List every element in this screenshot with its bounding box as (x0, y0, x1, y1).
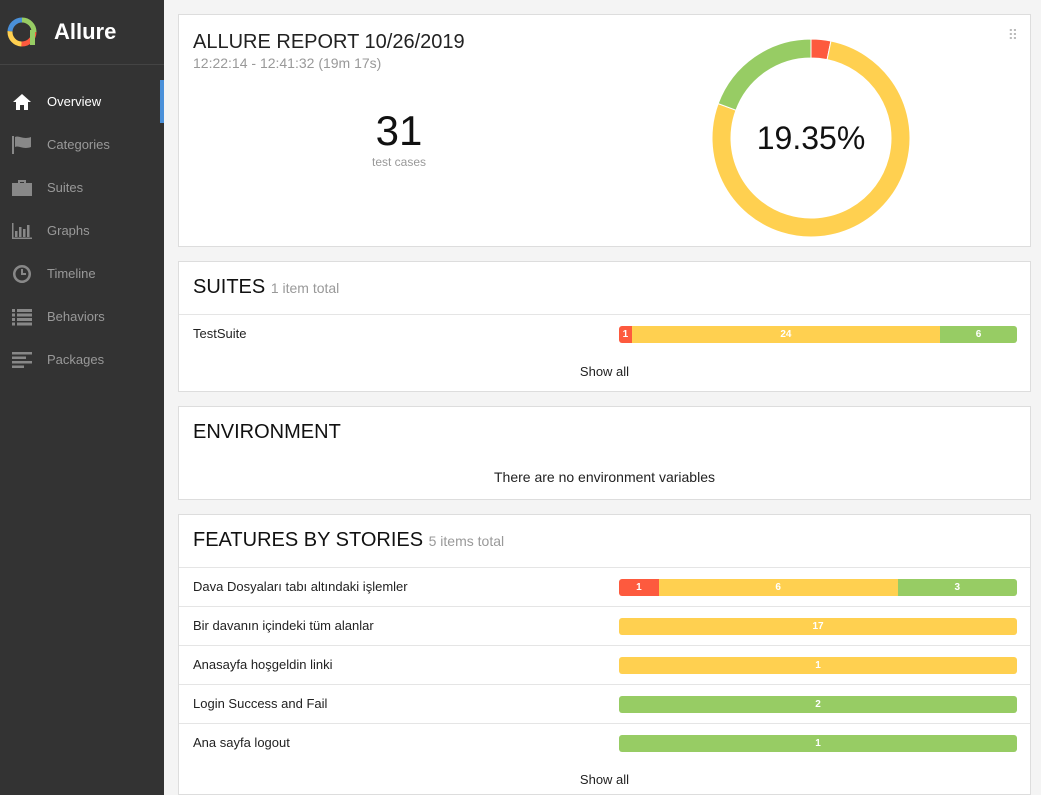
summary-widget: ALLURE REPORT 10/26/2019 12:22:14 - 12:4… (178, 14, 1031, 247)
failed-segment: 1 (619, 579, 659, 596)
suite-row[interactable]: TestSuite 1 24 6 (179, 314, 1030, 352)
suites-total: 1 item total (270, 280, 340, 296)
status-bar: 17 (619, 618, 1017, 635)
environment-widget: ENVIRONMENT There are no environment var… (178, 406, 1031, 500)
suites-show-all-link[interactable]: Show all (579, 364, 630, 379)
sidebar-item-label: Overview (47, 94, 102, 109)
status-bar: 1 (619, 735, 1017, 752)
features-widget: FEATURES BY STORIES 5 items total Dava D… (178, 514, 1031, 795)
sidebar-item-overview[interactable]: Overview (0, 80, 164, 123)
passed-segment: 1 (619, 735, 1017, 752)
sidebar-item-label: Timeline (47, 266, 96, 281)
row-label: Bir davanın içindeki tüm alanlar (193, 618, 374, 633)
suites-heading: SUITES 1 item total (193, 276, 339, 299)
donut-broken-slice[interactable] (711, 40, 911, 238)
failed-segment: 1 (619, 326, 632, 343)
sidebar-item-label: Graphs (47, 223, 90, 238)
sidebar-item-label: Packages (47, 352, 105, 367)
brand-header[interactable]: Allure (0, 0, 164, 65)
test-case-label: test cases (371, 155, 427, 169)
row-label: TestSuite (193, 326, 247, 341)
feature-row[interactable]: Dava Dosyaları tabı altındaki işlemler 1 6… (179, 567, 1030, 606)
report-time: 12:22:14 - 12:41:32 (19m 17s) (193, 55, 382, 71)
features-show-all-link[interactable]: Show all (579, 772, 630, 787)
suites-widget: SUITES 1 item total TestSuite 1 24 6 Show a… (178, 261, 1031, 392)
app-name: Allure (54, 19, 117, 44)
drag-handle-icon[interactable]: ⠿ (1007, 27, 1018, 43)
list-icon (11, 306, 33, 328)
feature-row[interactable]: Anasayfa hoşgeldin linki 1 (179, 645, 1030, 684)
sidebar-item-label: Categories (47, 137, 110, 152)
home-icon (11, 91, 33, 113)
sidebar: Allure Overview Categories Suites Graphs Tim… (0, 0, 164, 795)
briefcase-icon (11, 177, 33, 199)
donut-passed-slice[interactable] (717, 38, 812, 111)
status-bar: 1 (619, 657, 1017, 674)
sidebar-item-suites[interactable]: Suites (0, 166, 164, 209)
broken-segment: 17 (619, 618, 1017, 635)
feature-row[interactable]: Login Success and Fail 2 (179, 684, 1030, 723)
row-label: Dava Dosyaları tabı altındaki işlemler (193, 579, 408, 594)
sidebar-item-label: Suites (47, 180, 84, 195)
sidebar-item-timeline[interactable]: Timeline (0, 252, 164, 295)
passed-segment: 2 (619, 696, 1017, 713)
suites-title: SUITES (193, 276, 266, 298)
result-donut-chart: 19.35% (710, 37, 912, 239)
passed-segment: 6 (939, 326, 1017, 343)
status-bar: 1 24 6 (619, 326, 1017, 343)
allure-logo-icon (7, 17, 37, 47)
test-case-count: 31 (375, 107, 423, 154)
passed-segment: 3 (897, 579, 1017, 596)
row-label: Anasayfa hoşgeldin linki (193, 657, 333, 672)
sidebar-item-label: Behaviors (47, 309, 105, 324)
clock-icon (11, 263, 33, 285)
flag-icon (11, 134, 33, 156)
feature-row[interactable]: Bir davanın içindeki tüm alanlar 17 (179, 606, 1030, 645)
align-left-icon (11, 349, 33, 371)
features-title: FEATURES BY STORIES (193, 529, 424, 551)
bar-chart-icon (11, 220, 33, 242)
sidebar-item-packages[interactable]: Packages (0, 338, 164, 381)
sidebar-nav: Overview Categories Suites Graphs Timeline Be… (0, 80, 164, 381)
report-title: ALLURE REPORT 10/26/2019 (193, 31, 465, 53)
broken-segment: 6 (658, 579, 898, 596)
sidebar-item-graphs[interactable]: Graphs (0, 209, 164, 252)
feature-row[interactable]: Ana sayfa logout 1 (179, 723, 1030, 762)
environment-title: ENVIRONMENT (193, 421, 341, 443)
pass-percentage: 19.35% (756, 119, 866, 156)
row-label: Ana sayfa logout (193, 735, 290, 750)
sidebar-item-behaviors[interactable]: Behaviors (0, 295, 164, 338)
features-heading: FEATURES BY STORIES 5 items total (193, 529, 504, 552)
status-bar: 2 (619, 696, 1017, 713)
environment-empty-text: There are no environment variables (493, 469, 715, 485)
features-total: 5 items total (428, 533, 505, 549)
sidebar-item-categories[interactable]: Categories (0, 123, 164, 166)
row-label: Login Success and Fail (193, 696, 328, 711)
main-content: ALLURE REPORT 10/26/2019 12:22:14 - 12:4… (164, 0, 1041, 795)
broken-segment: 24 (631, 326, 940, 343)
broken-segment: 1 (619, 657, 1017, 674)
